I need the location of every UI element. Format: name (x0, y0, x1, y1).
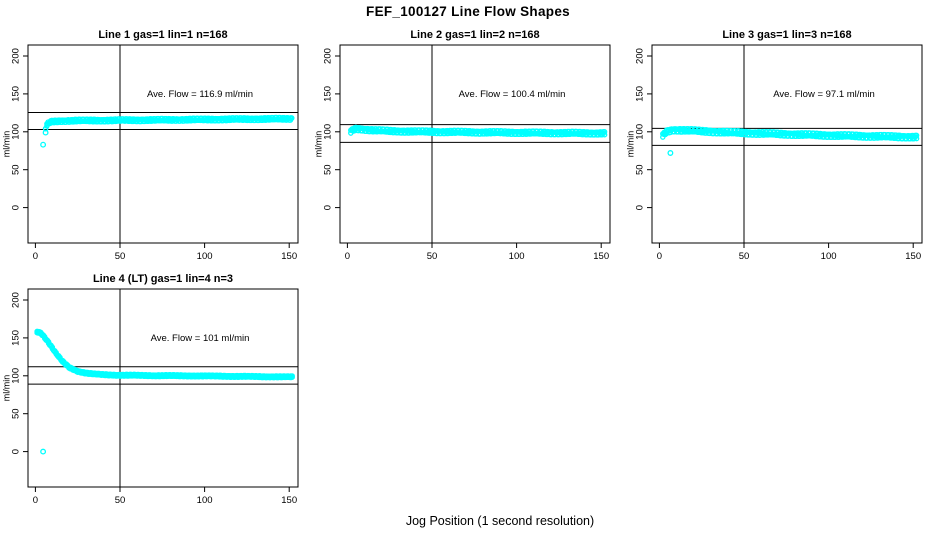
y-tick-label: 100 (11, 124, 22, 140)
y-axis-title: ml/min (313, 131, 323, 158)
plot-frame (27, 44, 299, 244)
data-points (40, 114, 295, 148)
subplot-title: Line 3 gas=1 lin=3 n=168 (722, 29, 851, 41)
x-tick-label: 150 (281, 495, 297, 506)
y-tick-label: 200 (323, 48, 334, 64)
x-tick-label: 0 (657, 251, 662, 262)
y-tick-label: 100 (635, 124, 646, 140)
y-axis-title: ml/min (1, 131, 11, 158)
plot-frame (339, 44, 611, 244)
y-tick-label: 100 (323, 124, 334, 140)
ave-flow-annotation: Ave. Flow = 116.9 ml/min (147, 89, 253, 100)
y-tick-label: 50 (635, 164, 646, 175)
y-tick-label: 0 (635, 205, 646, 210)
x-tick-label: 50 (115, 495, 126, 506)
y-axis-title: ml/min (1, 375, 11, 402)
y-tick-label: 100 (11, 368, 22, 384)
y-tick-label: 150 (635, 86, 646, 102)
data-points (660, 125, 920, 156)
panel-line-4: Line 4 (LT) gas=1 lin=4 n=3 0 50 100 150 0 50 1… (0, 270, 312, 514)
subplot-title: Line 2 gas=1 lin=2 n=168 (410, 29, 539, 41)
y-tick-label: 50 (323, 164, 334, 175)
subplot-title: Line 4 (LT) gas=1 lin=4 n=3 (93, 273, 233, 285)
x-axis-title: Jog Position (1 second resolution) (405, 514, 595, 528)
page-title: FEF_100127 Line Flow Shapes (366, 4, 570, 19)
x-tick-label: 0 (33, 251, 38, 262)
x-tick-label: 50 (115, 251, 126, 262)
plot-frame (651, 44, 923, 244)
plot-canvas-line-3: Line 3 gas=1 lin=3 n=168 0 50 100 150 0 50 100 1… (625, 29, 923, 262)
x-tick-label: 150 (593, 251, 609, 262)
data-points (34, 328, 295, 455)
y-tick-label: 0 (11, 205, 22, 210)
y-axis-title: ml/min (625, 131, 635, 158)
x-tick-label: 100 (197, 251, 213, 262)
y-tick-label: 0 (323, 205, 334, 210)
y-tick-label: 50 (11, 408, 22, 419)
y-tick-label: 200 (11, 48, 22, 64)
y-tick-label: 200 (635, 48, 646, 64)
ave-flow-annotation: Ave. Flow = 100.4 ml/min (459, 89, 566, 100)
y-tick-label: 150 (11, 330, 22, 346)
x-tick-label: 150 (905, 251, 921, 262)
x-tick-label: 150 (281, 251, 297, 262)
x-tick-label: 50 (427, 251, 438, 262)
plot-frame (27, 288, 299, 488)
panel-line-3: Line 3 gas=1 lin=3 n=168 0 50 100 150 0 50 100 1… (624, 26, 936, 270)
subplot-title: Line 1 gas=1 lin=1 n=168 (98, 29, 227, 41)
x-tick-label: 0 (33, 495, 38, 506)
y-tick-label: 50 (11, 164, 22, 175)
x-tick-label: 0 (345, 251, 350, 262)
y-tick-label: 150 (323, 86, 334, 102)
panel-line-1: Line 1 gas=1 lin=1 n=168 0 50 100 150 0 50 100 1… (0, 26, 312, 270)
x-tick-label: 100 (509, 251, 525, 262)
y-tick-label: 0 (11, 449, 22, 454)
plot-canvas-line-1: Line 1 gas=1 lin=1 n=168 0 50 100 150 0 50 100 1… (1, 29, 299, 262)
panel-line-2: Line 2 gas=1 lin=2 n=168 0 50 100 150 0 50 100 1… (312, 26, 624, 270)
ave-flow-annotation: Ave. Flow = 97.1 ml/min (773, 89, 874, 100)
plot-canvas-line-2: Line 2 gas=1 lin=2 n=168 0 50 100 150 0 50 100 1… (313, 29, 611, 262)
y-tick-label: 150 (11, 86, 22, 102)
x-tick-label: 100 (821, 251, 837, 262)
plot-canvas-line-4: Line 4 (LT) gas=1 lin=4 n=3 0 50 100 150 0 50 1… (1, 273, 299, 506)
x-tick-label: 100 (197, 495, 213, 506)
y-tick-label: 200 (11, 292, 22, 308)
ave-flow-annotation: Ave. Flow = 101 ml/min (151, 333, 250, 344)
data-points (348, 124, 608, 138)
x-tick-label: 50 (739, 251, 750, 262)
